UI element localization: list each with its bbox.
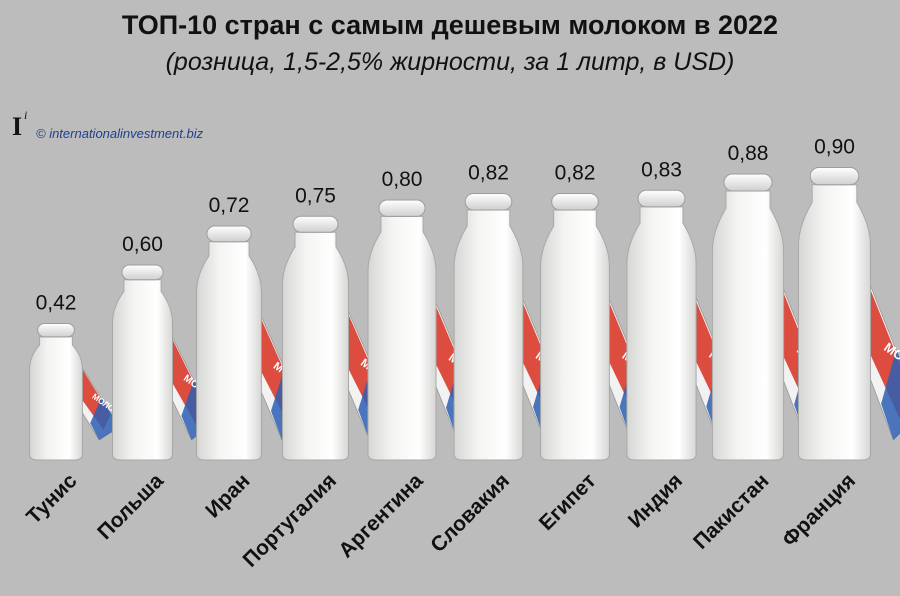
bottle-body: [196, 241, 262, 461]
chart-title: ТОП-10 стран с самым дешевым молоком в 2…: [121, 10, 779, 40]
value-label: 0,80: [382, 168, 423, 191]
category-label: Аргентина: [334, 469, 427, 562]
category-label: Индия: [624, 469, 687, 532]
value-label: 0,42: [36, 292, 77, 315]
bottle-cap: [37, 323, 75, 338]
bottle-body: [626, 206, 697, 461]
bottle-body: [453, 209, 524, 461]
bottle-body: [367, 215, 437, 461]
value-label: 0,83: [641, 158, 682, 181]
site-logo-superscript: i: [24, 108, 28, 122]
value-label: 0,88: [728, 142, 769, 165]
bottle-body: [540, 209, 610, 461]
category-label: Словакия: [426, 469, 514, 557]
category-label: Польша: [93, 469, 168, 544]
bottle-body: [29, 336, 83, 461]
category-label: Иран: [201, 469, 254, 522]
bottle-cap: [809, 167, 860, 186]
value-label: 0,82: [468, 162, 509, 185]
bottle-cap: [121, 264, 164, 281]
category-label: Тунис: [22, 469, 82, 529]
value-label: 0,75: [295, 184, 336, 207]
bottle-body: [282, 231, 349, 461]
bottle-cap: [292, 215, 339, 233]
bottle-cap: [551, 193, 599, 211]
bar-1: МОЛОКО: [29, 323, 126, 461]
value-label: 0,60: [122, 233, 163, 256]
bottle-cap: [723, 173, 773, 192]
value-label: 0,72: [209, 194, 250, 217]
bar-10: МОЛОКО: [798, 167, 900, 461]
bottle-cap: [378, 199, 426, 217]
value-label: 0,90: [814, 136, 855, 159]
bottle-cap: [464, 193, 513, 211]
category-label: Франция: [778, 469, 860, 551]
value-label: 0,82: [555, 162, 596, 185]
category-label: Египет: [535, 469, 601, 535]
bottle-body: [112, 279, 173, 461]
bottle-body: [798, 184, 871, 461]
site-logo: I: [12, 112, 23, 141]
bottle-cap: [637, 189, 686, 208]
category-label: Пакистан: [689, 469, 774, 554]
chart-subtitle: (розница, 1,5-2,5% жирности, за 1 литр, …: [165, 48, 735, 76]
copyright-link[interactable]: © internationalinvestment.biz: [36, 126, 204, 141]
bottle-body: [711, 190, 785, 461]
bottle-cap: [206, 225, 252, 243]
category-label: Португалия: [239, 469, 341, 571]
